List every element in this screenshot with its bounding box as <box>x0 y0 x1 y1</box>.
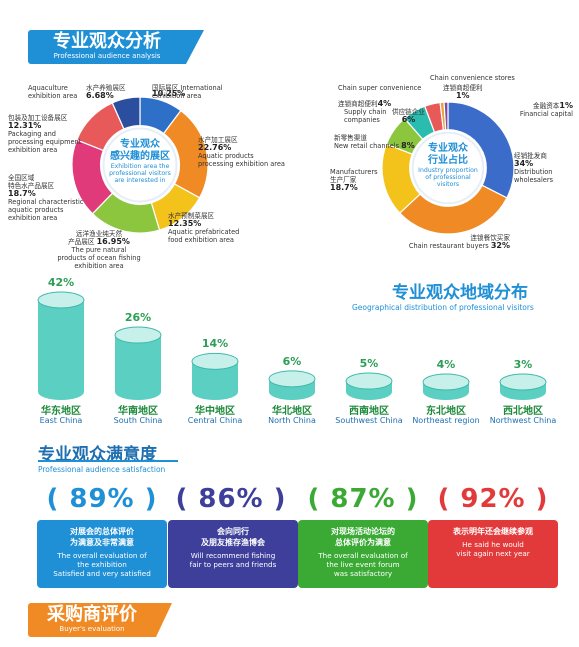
d2-label-wholesalers: 经销批发商 34% Distribution wholesalers <box>514 152 554 184</box>
satisfaction-card-2: 会向同行 及朋友推存渔博会 Will recommend fishing fai… <box>168 520 298 588</box>
geo-region-zh-0: 华东地区 <box>41 406 81 417</box>
donut1-center-text: 专业观众 感兴趣的展区 Exhibition area the professi… <box>95 139 185 184</box>
geo-bar-base-2 <box>192 384 238 400</box>
geo-bar-value-5: 4% <box>436 358 456 371</box>
geo-region-en-5: Northeast region <box>412 416 480 425</box>
donut1-center-en: Exhibition area the professional visitor… <box>109 163 171 184</box>
d2-label-chain-convenience-stores: Chain convenience stores <box>430 74 515 82</box>
geo-region-en-0: East China <box>39 416 83 425</box>
d2-label-financial: 金融资本1% Financial capital <box>519 101 573 119</box>
d2-label-new-retail: 新零售渠道 New retail channels 8% <box>334 134 415 150</box>
geo-bar-base-3 <box>269 384 315 400</box>
geo-region-en-6: Northwest China <box>489 416 557 425</box>
satisfaction-pct-4: ( 92% ) <box>437 484 549 514</box>
geo-region-en-4: Southwest China <box>335 416 403 425</box>
banner-tail <box>186 30 204 64</box>
geo-region-en-1: South China <box>113 416 163 425</box>
buyers-title: 采购商评价 <box>47 604 137 625</box>
geo-bar-value-2: 14% <box>201 337 229 351</box>
d1-label-packaging: 包装及加工设备展区 12.31% Packaging and processing … <box>8 114 82 154</box>
d1-label-regional: 全国区域 特色水产品展区 18.7% Regional characteristic… <box>8 174 84 222</box>
section-banner-audience: 专业观众分析 Professional audience analysis <box>28 30 186 64</box>
geo-bar-base-0 <box>38 384 84 400</box>
donut2-hole <box>411 131 485 205</box>
geo-bar-top-0 <box>37 291 85 309</box>
d2-label-restaurant: 连锁餐饮买家 Chain restaurant buyers 32% <box>408 234 510 250</box>
geo-bar-top-4 <box>345 372 393 390</box>
d2-label-chain-convenience-stores-zh: 连锁商超便利 1% <box>443 84 483 100</box>
geo-bar-top-3 <box>268 370 316 388</box>
section-subtitle: Professional audience analysis <box>53 52 161 60</box>
d1-label-processing: 水产加工展区 22.76% Aquatic products processing … <box>198 136 285 168</box>
d2-label-supply-chain: Supply chain companies <box>344 108 387 124</box>
buyers-banner-tail <box>156 603 172 637</box>
section-title: 专业观众分析 <box>53 31 161 52</box>
geo-bar-top-1 <box>114 326 162 344</box>
donut2-center-en: Industry proportion of professional visi… <box>418 167 478 188</box>
donut2-slice-7 <box>443 101 449 131</box>
geo-region-en-3: North China <box>268 416 316 425</box>
d2-label-supply-chain-zh: 供应链企业 6% <box>392 108 425 124</box>
geo-bar-value-1: 26% <box>124 311 152 325</box>
satisfaction-pct-2: ( 86% ) <box>175 484 287 514</box>
d1-label-prefabricated: 水产预制菜展区 12.35% Aquatic prefabricated food … <box>168 212 240 244</box>
donut1-slice-6 <box>111 96 141 130</box>
d1-label-ocean-fishing: 远洋渔业纯天然 产品展区 16.95% The pure natural prod… <box>57 230 141 270</box>
geo-region-zh-4: 西南地区 <box>349 406 389 417</box>
d1-label-international: 国际展区 International exhibition area <box>152 84 223 100</box>
geo-region-zh-2: 华中地区 <box>195 406 235 417</box>
d1-label-aquaculture-zh: 水产养殖展区 6.68% <box>86 84 126 100</box>
geo-bar-chart <box>37 291 547 400</box>
donut1-center-zh: 专业观众 感兴趣的展区 <box>110 139 170 162</box>
donut-chart-exhibition-areas <box>71 96 209 234</box>
satisfaction-underline <box>38 460 178 462</box>
geo-bar-top-2 <box>191 352 239 370</box>
d2-label-manufacturers: Manufacturers 生产厂家 18.7% <box>330 168 378 192</box>
d1-value-international: 10.25% <box>152 89 186 98</box>
satisfaction-pct-3: ( 87% ) <box>307 484 419 514</box>
geo-bar-0 <box>38 300 84 392</box>
geo-bar-1 <box>115 335 161 392</box>
geo-bar-value-6: 3% <box>513 358 533 371</box>
satisfaction-card-1: 对展会的总体评价 为满意及非常满意 The overall evaluation… <box>37 520 167 588</box>
satisfaction-card-3: 对现场活动论坛的 总体评价为满意 The overall evaluation … <box>298 520 428 588</box>
geo-region-zh-3: 华北地区 <box>272 406 312 417</box>
geo-bar-value-3: 6% <box>282 354 302 368</box>
satisfaction-pct-1: ( 89% ) <box>46 484 158 514</box>
donut2-center-text: 专业观众 行业占比 Industry proportion of profess… <box>403 143 493 188</box>
donut1-hole <box>102 127 178 203</box>
geo-bar-value-4: 5% <box>359 357 379 371</box>
geo-region-zh-1: 华南地区 <box>118 406 158 417</box>
geo-title: 专业观众地域分布 <box>392 283 528 303</box>
donut2-center-zh: 专业观众 行业占比 <box>428 143 468 166</box>
geo-region-zh-6: 西北地区 <box>503 406 543 417</box>
d1-label-aquaculture: Aquaculture exhibition area <box>28 84 78 100</box>
donut-chart-industry <box>381 101 515 235</box>
geo-region-zh-5: 东北地区 <box>426 406 466 417</box>
geo-bar-top-6 <box>499 373 547 391</box>
d2-label-chain-super: Chain super convenience 连锁商超便利4% <box>338 84 422 108</box>
geo-bar-value-0: 42% <box>47 276 75 289</box>
satisfaction-card-4: 表示明年还会继续参观 He said he would visit again … <box>428 520 558 588</box>
geo-bar-top-5 <box>422 373 470 391</box>
geo-subtitle: Geographical distribution of professiona… <box>352 303 534 312</box>
geo-bar-base-1 <box>115 384 161 400</box>
satisfaction-subtitle: Professional audience satisfaction <box>38 465 166 474</box>
section-banner-buyers: 采购商评价 Buyer's evaluation <box>28 603 156 637</box>
buyers-subtitle: Buyer's evaluation <box>59 625 125 633</box>
geo-region-en-2: Central China <box>187 416 243 425</box>
